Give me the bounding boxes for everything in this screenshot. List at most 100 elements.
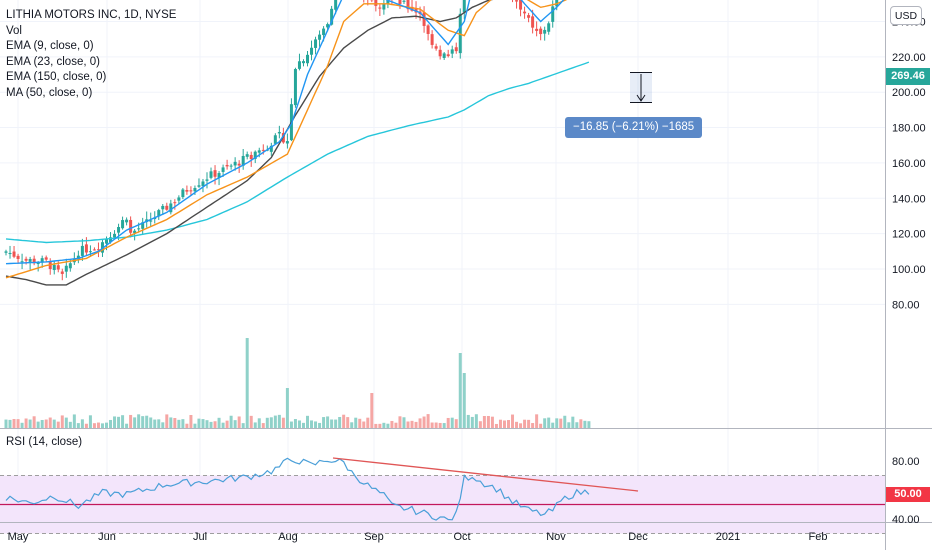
volume-bar bbox=[165, 414, 169, 428]
volume-bar bbox=[56, 421, 60, 428]
volume-bar bbox=[575, 422, 579, 428]
candle-body bbox=[205, 179, 209, 181]
volume-bar bbox=[330, 419, 334, 428]
volume-bar bbox=[265, 417, 269, 428]
volume-bar bbox=[141, 416, 145, 428]
time-tick-label: Jul bbox=[193, 531, 207, 543]
candle-body bbox=[241, 155, 245, 166]
candle-body bbox=[8, 253, 12, 255]
volume-bar bbox=[478, 421, 482, 428]
volume-bar bbox=[466, 414, 470, 428]
volume-bar bbox=[446, 417, 450, 428]
time-tick-label: Sep bbox=[364, 531, 384, 543]
volume-bar bbox=[241, 423, 245, 428]
candle-body bbox=[84, 244, 88, 253]
volume-bar bbox=[418, 418, 422, 428]
candle-body bbox=[515, 0, 519, 2]
volume-bar bbox=[60, 415, 64, 428]
volume-bar bbox=[507, 420, 510, 428]
volume-bar bbox=[92, 423, 96, 428]
volume-bar bbox=[125, 423, 129, 428]
candle-body bbox=[334, 0, 338, 10]
measure-tool[interactable] bbox=[630, 72, 652, 103]
rsi-band bbox=[0, 475, 885, 534]
volume-bar bbox=[44, 419, 48, 428]
candle-body bbox=[253, 151, 257, 159]
volume-bar bbox=[326, 416, 330, 428]
candle-body bbox=[539, 28, 543, 35]
time-tick-label: Nov bbox=[546, 531, 566, 543]
candle-body bbox=[233, 161, 237, 166]
volume-bar bbox=[68, 421, 72, 428]
candle-body bbox=[543, 29, 547, 34]
candle-body bbox=[56, 265, 60, 270]
candle-body bbox=[237, 163, 241, 166]
candle-body bbox=[16, 255, 20, 259]
volume-bar bbox=[217, 417, 221, 428]
candle-body bbox=[32, 258, 36, 264]
candle-body bbox=[310, 47, 314, 55]
volume-bar bbox=[571, 416, 575, 428]
volume-bar bbox=[117, 416, 121, 428]
indicator-lines bbox=[5, 0, 590, 286]
time-tick-label: May bbox=[8, 531, 29, 543]
volume-bar bbox=[567, 422, 571, 428]
candle-body bbox=[40, 258, 44, 263]
legend-title[interactable]: LITHIA MOTORS INC, 1D, NYSE bbox=[6, 9, 177, 21]
candle-body bbox=[426, 25, 430, 34]
volume-bar bbox=[583, 420, 587, 428]
candle-body bbox=[96, 249, 100, 251]
volume-bar bbox=[277, 414, 281, 428]
chart-legend: LITHIA MOTORS INC, 1D, NYSE Vol EMA (9, … bbox=[6, 8, 176, 102]
legend-ema23[interactable]: EMA (23, close, 0) bbox=[6, 55, 100, 68]
candle-body bbox=[273, 135, 277, 144]
volume-bar bbox=[519, 423, 523, 428]
price-tick-label: 140.00 bbox=[892, 193, 926, 205]
volume-bar bbox=[462, 373, 466, 428]
currency-button[interactable]: USD bbox=[890, 6, 922, 25]
candle-body bbox=[141, 222, 145, 229]
candle-body bbox=[330, 8, 334, 25]
rsi-line bbox=[5, 457, 590, 521]
candle-body bbox=[442, 53, 446, 58]
candle-body bbox=[374, 0, 378, 6]
candle-body bbox=[4, 251, 8, 253]
volume-bar bbox=[390, 420, 394, 428]
time-tick-label: Oct bbox=[453, 531, 470, 543]
candle-body bbox=[217, 173, 221, 178]
volume-bar bbox=[28, 419, 32, 428]
volume-bar bbox=[535, 414, 539, 428]
candle-body bbox=[450, 49, 454, 54]
candle-body bbox=[92, 249, 96, 251]
candle-body bbox=[137, 228, 141, 230]
candle-body bbox=[225, 164, 229, 167]
volume-bar bbox=[121, 415, 125, 428]
volume-bar bbox=[498, 419, 502, 428]
volume-bar bbox=[346, 417, 350, 428]
candle-body bbox=[76, 255, 80, 260]
legend-ema150[interactable]: EMA (150, close, 0) bbox=[6, 71, 107, 84]
volume-bar bbox=[342, 414, 346, 428]
candle-body bbox=[213, 170, 217, 177]
volume-bar bbox=[185, 423, 189, 428]
legend-ma50[interactable]: MA (50, close, 0) bbox=[6, 86, 93, 99]
candle-body bbox=[201, 181, 205, 187]
volume-bars bbox=[4, 338, 591, 428]
volume-bar bbox=[426, 414, 430, 428]
volume-bar bbox=[273, 415, 277, 428]
volume-bar bbox=[306, 415, 309, 428]
volume-bar bbox=[470, 416, 474, 428]
volume-bar bbox=[310, 420, 314, 428]
candle-body bbox=[185, 190, 189, 192]
price-tick-label: 100.00 bbox=[892, 264, 926, 276]
volume-bar bbox=[4, 419, 8, 428]
rsi-legend[interactable]: RSI (14, close) bbox=[6, 436, 83, 448]
volume-bar bbox=[474, 414, 478, 428]
legend-vol[interactable]: Vol bbox=[6, 24, 22, 37]
legend-ema9[interactable]: EMA (9, close, 0) bbox=[6, 40, 94, 53]
candle-body bbox=[326, 24, 330, 28]
volume-bar bbox=[213, 421, 217, 428]
volume-bar bbox=[281, 417, 285, 428]
candle-body bbox=[398, 0, 402, 4]
